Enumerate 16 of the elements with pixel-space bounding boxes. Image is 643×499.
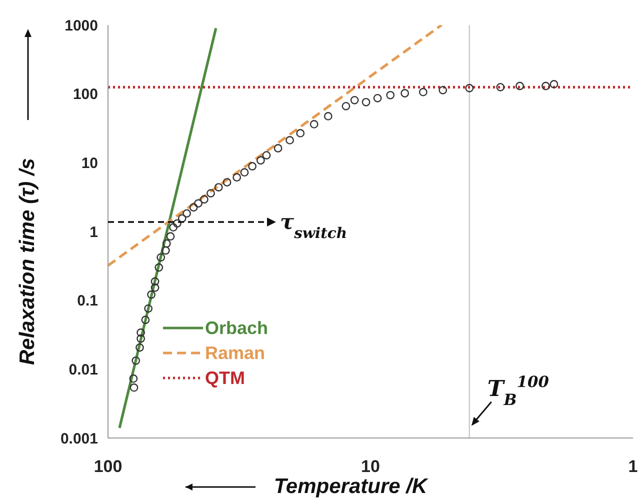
y-tick-label: 0.01 bbox=[68, 361, 98, 378]
x-tick-label: 10 bbox=[361, 457, 380, 476]
y-tick-label: 100 bbox=[72, 86, 98, 104]
y-axis-title: Relaxation time (τ) /s bbox=[16, 158, 39, 365]
legend-label: Raman bbox=[205, 343, 266, 363]
y-tick-label: 0.1 bbox=[77, 292, 98, 310]
x-tick-label: 1 bbox=[628, 457, 638, 476]
y-tick-label: 1000 bbox=[64, 17, 98, 34]
y-tick-label: 10 bbox=[81, 154, 98, 172]
y-tick-label: 1 bbox=[90, 224, 98, 241]
y-tick-label: 0.001 bbox=[60, 430, 98, 448]
annotation: τ$_{switch}$ bbox=[280, 209, 348, 242]
x-axis-title: Temperature /K bbox=[274, 475, 429, 498]
legend-label: Orbach bbox=[205, 318, 268, 338]
x-tick-label: 100 bbox=[94, 457, 122, 476]
legend-label: QTM bbox=[205, 368, 245, 388]
